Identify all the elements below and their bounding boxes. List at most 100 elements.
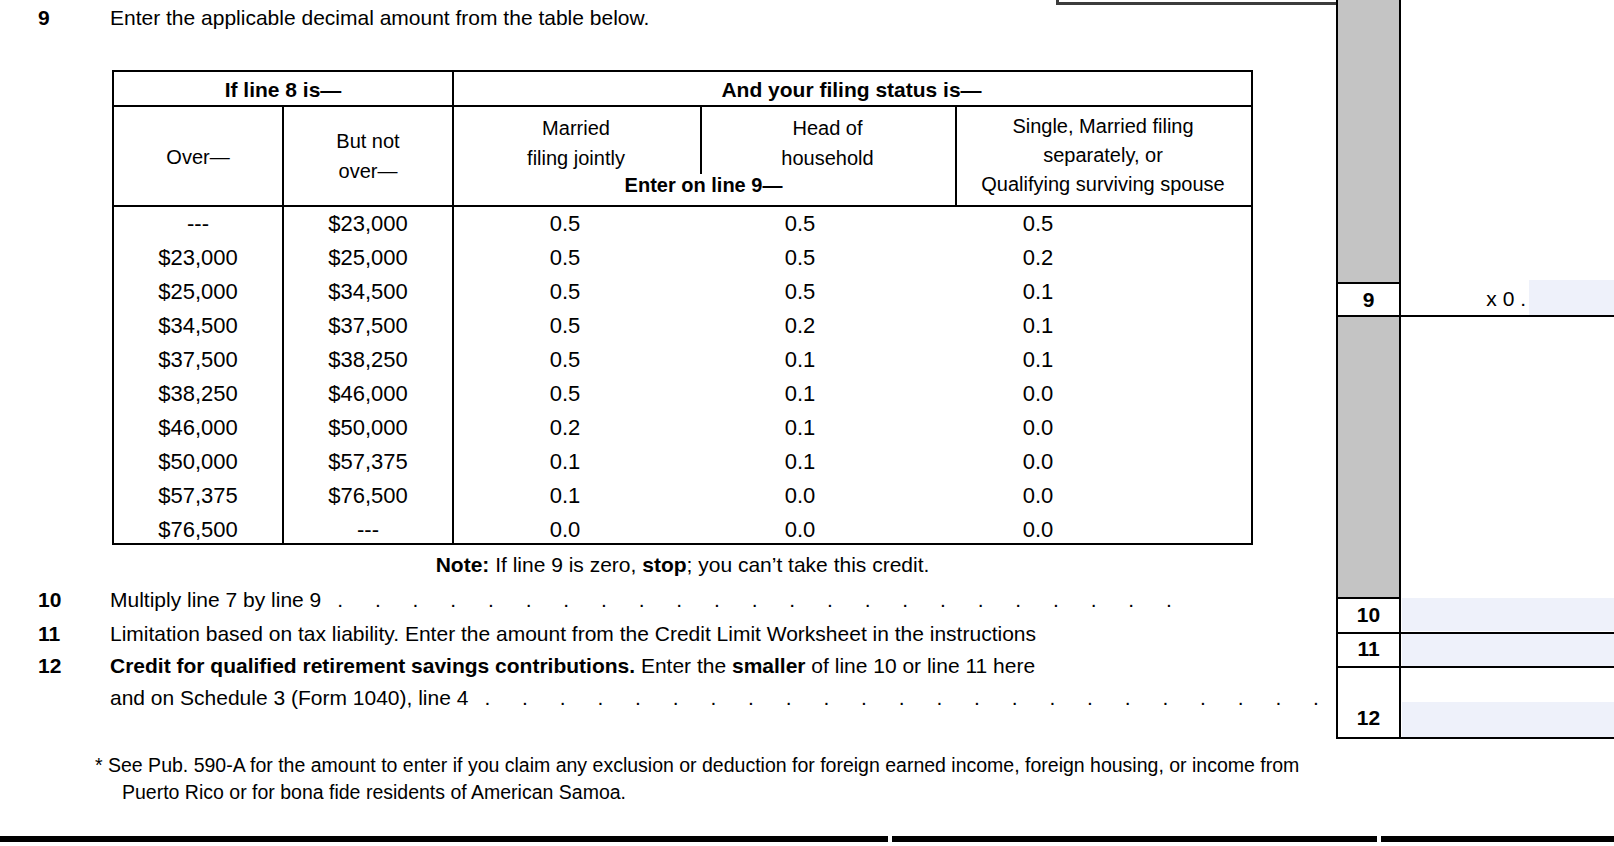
table-row: $23,000 $25,000 0.5 0.5 0.2: [114, 241, 1251, 275]
line-11-entry-underline: [1336, 666, 1614, 668]
footnote-line2: Puerto Rico or for bona fide residents o…: [122, 779, 626, 806]
cell-over: $37,500: [114, 343, 282, 377]
line-9-box-label: 9: [1336, 285, 1401, 315]
col-header-but-not-over-line1: But not: [284, 126, 452, 156]
col-header-single-mfs-qss: Single, Married filing separately, or Qu…: [955, 112, 1251, 199]
cell-over: $57,375: [114, 479, 282, 513]
line-9-box-top-border: [1336, 282, 1401, 284]
line-9-number: 9: [38, 6, 50, 30]
line-12-text-line2: and on Schedule 3 (Form 1040), line 4. .…: [110, 684, 1310, 711]
col-header-mfj-line1: Married: [452, 113, 700, 143]
cell-single-mfs-qss: 0.2: [922, 241, 1154, 275]
cell-married-filing-jointly: 0.2: [452, 411, 678, 445]
cell-but-not-over: $37,500: [284, 309, 452, 343]
line-9-decimal-field[interactable]: [1529, 280, 1614, 315]
cell-married-filing-jointly: 0.5: [452, 241, 678, 275]
note-label: Note:: [436, 553, 490, 576]
line-9-text: Enter the applicable decimal amount from…: [110, 6, 649, 30]
cell-head-of-household: 0.1: [678, 343, 922, 377]
cell-but-not-over: $38,250: [284, 343, 452, 377]
cell-over: ---: [114, 207, 282, 241]
line-11-text: Limitation based on tax liability. Enter…: [110, 620, 1310, 647]
cell-over: $50,000: [114, 445, 282, 479]
line-12-text-rest: of line 10 or line 11 here: [806, 654, 1036, 677]
cell-single-mfs-qss: 0.1: [922, 275, 1154, 309]
table-row: --- $23,000 0.5 0.5 0.5: [114, 207, 1251, 241]
table-header-filing-status: And your filing status is—: [452, 75, 1251, 104]
cell-married-filing-jointly: 0.1: [452, 445, 678, 479]
line-10-amount-field[interactable]: [1402, 598, 1614, 631]
col-header-hoh-line1: Head of: [700, 113, 955, 143]
cell-but-not-over: $46,000: [284, 377, 452, 411]
table-row: $38,250 $46,000 0.5 0.1 0.0: [114, 377, 1251, 411]
line-10-label: Multiply line 7 by line 9: [110, 588, 321, 611]
line-9-entry-underline: [1336, 315, 1614, 317]
line-12-amount-field[interactable]: [1402, 702, 1614, 737]
note-text-mid: If line 9 is zero,: [489, 553, 642, 576]
col-header-single-line2: separately, or: [955, 141, 1251, 170]
line-12-label-line2: and on Schedule 3 (Form 1040), line 4: [110, 686, 468, 709]
cell-over: $25,000: [114, 275, 282, 309]
bottom-rule-gap: [888, 836, 892, 842]
enter-on-line-9-label: Enter on line 9—: [452, 174, 955, 197]
cell-head-of-household: 0.0: [678, 513, 922, 547]
col-header-but-not-over-line2: over—: [284, 156, 452, 186]
cell-but-not-over: $23,000: [284, 207, 452, 241]
form-8880-credit-section: 9 Enter the applicable decimal amount fr…: [0, 0, 1614, 846]
line-11-number: 11: [38, 620, 83, 647]
cell-married-filing-jointly: 0.5: [452, 275, 678, 309]
col-header-married-filing-jointly: Married filing jointly: [452, 113, 700, 173]
col-header-single-line3: Qualifying surviving spouse: [955, 170, 1251, 199]
cell-over: $76,500: [114, 513, 282, 547]
cell-head-of-household: 0.1: [678, 445, 922, 479]
line-11-amount-field[interactable]: [1402, 634, 1614, 666]
cell-married-filing-jointly: 0.5: [452, 309, 678, 343]
cell-head-of-household: 0.1: [678, 411, 922, 445]
col-header-but-not-over: But not over—: [284, 126, 452, 186]
table-row: $76,500 --- 0.0 0.0 0.0: [114, 513, 1251, 547]
table-header-if-line8: If line 8 is—: [114, 75, 452, 104]
line-9-multiplier-prefix: x 0 .: [1440, 287, 1526, 311]
cell-single-mfs-qss: 0.0: [922, 513, 1154, 547]
cell-but-not-over: $76,500: [284, 479, 452, 513]
footnote-line1: * See Pub. 590-A for the amount to enter…: [95, 752, 1299, 779]
table-row: $50,000 $57,375 0.1 0.1 0.0: [114, 445, 1251, 479]
col-header-head-of-household: Head of household: [700, 113, 955, 173]
decimal-amount-table: If line 8 is— And your filing status is—…: [112, 70, 1253, 545]
line-12-bold-title: Credit for qualified retirement savings …: [110, 654, 635, 677]
cell-but-not-over: $57,375: [284, 445, 452, 479]
line-10-box-top-border: [1336, 597, 1401, 599]
note-stop: stop: [642, 553, 686, 576]
cell-head-of-household: 0.5: [678, 241, 922, 275]
cell-single-mfs-qss: 0.5: [922, 207, 1154, 241]
line-12-dot-leader: . . . . . . . . . . . . . . . . . . . . …: [484, 686, 1320, 709]
cell-single-mfs-qss: 0.0: [922, 411, 1154, 445]
cell-single-mfs-qss: 0.1: [922, 343, 1154, 377]
cell-married-filing-jointly: 0.0: [452, 513, 678, 547]
bottom-rule: [0, 836, 1614, 842]
table-row: $25,000 $34,500 0.5 0.5 0.1: [114, 275, 1251, 309]
cell-but-not-over: $50,000: [284, 411, 452, 445]
table-row: $57,375 $76,500 0.1 0.0 0.0: [114, 479, 1251, 513]
cell-over: $34,500: [114, 309, 282, 343]
table-row: $46,000 $50,000 0.2 0.1 0.0: [114, 411, 1251, 445]
cell-head-of-household: 0.2: [678, 309, 922, 343]
cell-married-filing-jointly: 0.5: [452, 207, 678, 241]
cell-head-of-household: 0.5: [678, 207, 922, 241]
col-header-hoh-line2: household: [700, 143, 955, 173]
line-12-smaller: smaller: [732, 654, 806, 677]
cell-single-mfs-qss: 0.0: [922, 479, 1154, 513]
cell-over: $23,000: [114, 241, 282, 275]
note-line: Note: If line 9 is zero, stop; you can’t…: [112, 551, 1253, 578]
cell-single-mfs-qss: 0.0: [922, 445, 1154, 479]
cell-over: $38,250: [114, 377, 282, 411]
line-10-number: 10: [38, 586, 83, 613]
cell-head-of-household: 0.0: [678, 479, 922, 513]
line-12-box-label: 12: [1336, 703, 1401, 733]
line-10-box-label: 10: [1336, 600, 1401, 630]
shaded-no-entry-area-top: [1338, 0, 1399, 282]
cell-head-of-household: 0.1: [678, 377, 922, 411]
line-8-box-bottom-border: [1057, 2, 1338, 5]
col-header-single-line1: Single, Married filing: [955, 112, 1251, 141]
cell-but-not-over: $34,500: [284, 275, 452, 309]
